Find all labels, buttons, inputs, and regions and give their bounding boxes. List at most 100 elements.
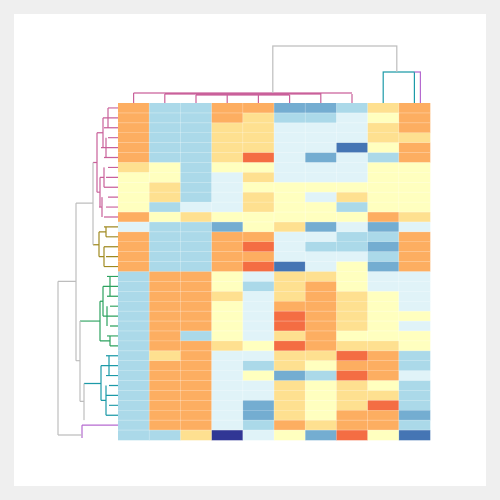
heatmap-cell	[242, 271, 275, 282]
heatmap-cell	[118, 103, 150, 114]
heatmap-cell	[274, 350, 306, 361]
heatmap-cell	[305, 122, 337, 134]
heatmap-cell	[367, 360, 400, 371]
heatmap-cell	[211, 241, 244, 252]
heatmap-cell	[211, 370, 244, 381]
heatmap-cell	[118, 350, 150, 361]
heatmap-cell	[305, 261, 337, 272]
heatmap-cell	[180, 212, 212, 223]
heatmap-cell	[398, 301, 431, 312]
heatmap-cell	[398, 410, 431, 421]
heatmap-cell	[211, 420, 244, 431]
heatmap-cell	[274, 142, 306, 153]
heatmap-cell	[398, 420, 431, 431]
heatmap-cell	[118, 380, 150, 391]
heatmap-cell	[367, 370, 400, 381]
heatmap-cell	[180, 420, 212, 431]
heatmap-cell	[118, 390, 150, 401]
heatmap-cell	[242, 221, 275, 233]
heatmap-cell	[211, 103, 244, 114]
heatmap-cell	[398, 321, 431, 332]
heatmap-cell	[180, 370, 212, 381]
heatmap-cell	[398, 182, 431, 193]
heatmap-cell	[398, 231, 431, 243]
heatmap-cell	[336, 132, 368, 143]
heatmap-cell	[398, 112, 431, 124]
heatmap-cell	[180, 271, 212, 282]
heatmap-cell	[242, 192, 275, 203]
heatmap-cell	[367, 340, 400, 352]
heatmap-cell	[367, 390, 400, 401]
heatmap-cell	[274, 132, 306, 143]
heatmap-cell	[367, 271, 400, 282]
heatmap-cell	[398, 103, 431, 114]
column-dendrogram-links	[272, 45, 398, 93]
heatmap-cell	[180, 311, 212, 322]
heatmap-cell	[180, 330, 212, 342]
heatmap-cell	[274, 182, 306, 193]
heatmap-cell	[242, 212, 275, 223]
heatmap-cell	[118, 410, 150, 421]
row-dendrogram-cluster-1	[93, 107, 118, 218]
heatmap-cell	[211, 112, 244, 124]
heatmap-cell	[336, 370, 368, 381]
heatmap-cell	[118, 241, 150, 252]
heatmap-cell	[336, 122, 368, 134]
heatmap-cell	[211, 162, 244, 173]
heatmap-cell	[149, 241, 181, 252]
heatmap-cell	[180, 350, 212, 361]
heatmap-cell	[274, 261, 306, 272]
heatmap-cell	[398, 340, 431, 352]
heatmap-cell	[398, 192, 431, 203]
heatmap-cell	[211, 152, 244, 163]
heatmap-cell	[398, 291, 431, 302]
heatmap-cell	[211, 340, 244, 352]
heatmap-cell	[305, 152, 337, 163]
heatmap-cell	[149, 103, 181, 114]
heatmap-cell	[149, 390, 181, 401]
heatmap-cell	[398, 360, 431, 371]
heatmap-cell	[242, 420, 275, 431]
heatmap-cell	[242, 340, 275, 352]
heatmap-cell	[180, 192, 212, 203]
heatmap-cell	[149, 291, 181, 302]
heatmap-cell	[274, 103, 306, 114]
heatmap-cell	[149, 301, 181, 312]
heatmap-cell	[149, 311, 181, 322]
heatmap-cell	[274, 311, 306, 322]
heatmap-cell	[242, 172, 275, 183]
heatmap-cell	[398, 430, 431, 441]
heatmap-cell	[336, 380, 368, 391]
heatmap-cell	[336, 400, 368, 411]
heatmap-cell	[336, 152, 368, 163]
heatmap-cell	[242, 400, 275, 411]
heatmap-cell	[305, 430, 337, 441]
heatmap-cell	[180, 400, 212, 411]
heatmap-cell	[211, 321, 244, 332]
heatmap-cell	[336, 301, 368, 312]
heatmap-cell	[274, 400, 306, 411]
heatmap-cell	[180, 182, 212, 193]
heatmap-cell	[149, 192, 181, 203]
heatmap-cell	[118, 321, 150, 332]
heatmap-cell	[305, 103, 337, 114]
heatmap-cell	[398, 281, 431, 292]
heatmap-cell	[336, 251, 368, 262]
heatmap-cell	[118, 360, 150, 371]
heatmap-cell	[305, 162, 337, 173]
heatmap-cell	[180, 301, 212, 312]
heatmap-cell	[211, 251, 244, 262]
heatmap-cell	[305, 202, 337, 213]
heatmap-cell	[211, 261, 244, 272]
heatmap-cell	[211, 192, 244, 203]
heatmap-cell	[305, 360, 337, 371]
heatmap-cell	[211, 350, 244, 361]
heatmap-cell	[180, 152, 212, 163]
heatmap-cell	[367, 350, 400, 361]
heatmap-cell	[180, 112, 212, 124]
heatmap-cell	[149, 142, 181, 153]
heatmap-cell	[211, 301, 244, 312]
heatmap-cell	[367, 430, 400, 441]
heatmap-cell	[242, 103, 275, 114]
heatmap-cell	[149, 350, 181, 361]
